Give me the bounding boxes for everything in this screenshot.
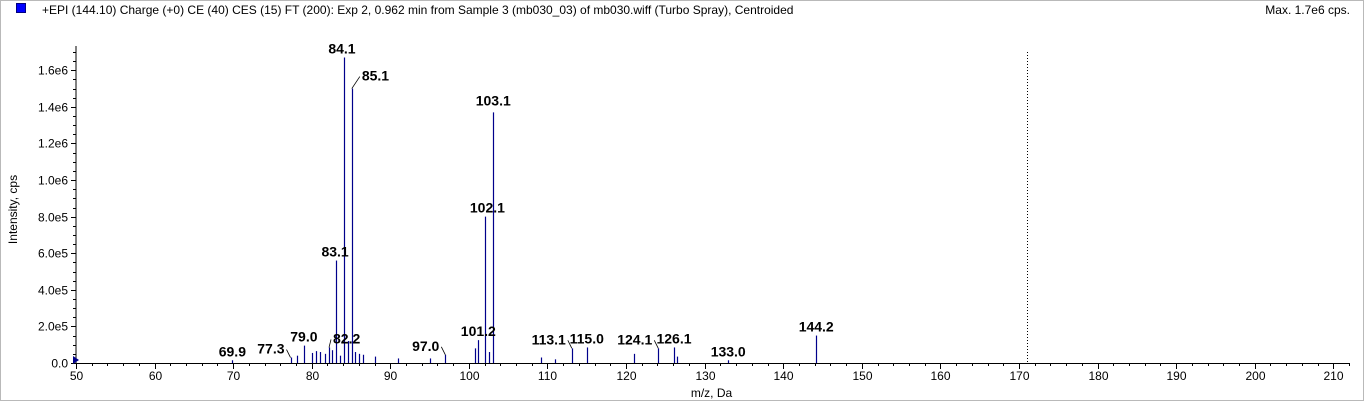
peak-label-leader bbox=[286, 349, 291, 358]
x-tick-label: 130 bbox=[695, 369, 715, 383]
x-tick-label: 210 bbox=[1323, 369, 1343, 383]
peak-label: 113.1 bbox=[532, 331, 566, 347]
x-tick-label: 90 bbox=[384, 369, 398, 383]
y-tick-label: 1.2e6 bbox=[38, 137, 68, 151]
y-axis-title: Intensity, cps bbox=[6, 175, 20, 244]
peak-label: 103.1 bbox=[476, 92, 511, 108]
peak-label: 85.1 bbox=[362, 68, 389, 84]
x-axis: 50 60 70 80 90 100 110 120 130 140 150 160 170 180 190… bbox=[70, 363, 1350, 383]
peak-label: 79.0 bbox=[290, 329, 317, 345]
y-tick-label: 8.0e5 bbox=[38, 211, 68, 225]
peak-label: 126.1 bbox=[656, 330, 691, 346]
x-tick-label: 70 bbox=[227, 369, 241, 383]
peak-label: 84.1 bbox=[328, 40, 355, 56]
peak-labels: 84.1 85.1 103.1 102.1 83.1 144.2 101.2 79.0 82.2… bbox=[219, 40, 834, 359]
peak-label: 69.9 bbox=[219, 343, 246, 359]
x-tick-label: 160 bbox=[930, 369, 950, 383]
x-tick-label: 120 bbox=[616, 369, 636, 383]
x-tick-label: 180 bbox=[1088, 369, 1108, 383]
x-tick-label: 200 bbox=[1245, 369, 1265, 383]
peak-label-leader bbox=[328, 339, 332, 348]
y-tick-label: 1.6e6 bbox=[38, 64, 68, 78]
y-tick-label: 2.0e5 bbox=[38, 320, 68, 334]
peak-label-leader bbox=[567, 340, 573, 349]
y-tick-label: 1.4e6 bbox=[38, 101, 68, 115]
x-tick-label: 60 bbox=[149, 369, 163, 383]
peak-label: 144.2 bbox=[799, 319, 834, 335]
x-tick-label: 80 bbox=[306, 369, 320, 383]
peak-sticks bbox=[231, 57, 818, 363]
y-tick-label: 4.0e5 bbox=[38, 284, 68, 298]
x-tick-label: 50 bbox=[70, 369, 84, 383]
x-tick-label: 190 bbox=[1166, 369, 1186, 383]
spectrum-header: +EPI (144.10) Charge (+0) CE (40) CES (1… bbox=[0, 0, 1364, 22]
axis-origin-marker-icon[interactable] bbox=[73, 356, 79, 364]
x-axis-title: m/z, Da bbox=[691, 386, 733, 400]
y-axis: 0.0 2.0e5 4.0e5 6.0e5 8.0e5 1.0e6 1.2e6 1.4e6 1.… bbox=[38, 46, 77, 371]
y-tick-label: 6.0e5 bbox=[38, 247, 68, 261]
peak-label-leader bbox=[653, 340, 659, 349]
x-tick-label: 100 bbox=[459, 369, 479, 383]
peak-label: 83.1 bbox=[321, 244, 348, 260]
peak-label: 77.3 bbox=[257, 341, 284, 357]
peak-label-leader bbox=[440, 346, 446, 355]
peak-label: 115.0 bbox=[570, 330, 604, 346]
x-tick-label: 170 bbox=[1009, 369, 1029, 383]
x-tick-label: 150 bbox=[852, 369, 872, 383]
peak-label: 124.1 bbox=[617, 331, 652, 347]
peak-label: 82.2 bbox=[333, 330, 360, 346]
peak-label: 102.1 bbox=[470, 200, 505, 216]
max-intensity-label: Max. 1.7e6 cps. bbox=[1265, 3, 1350, 17]
x-tick-label: 110 bbox=[538, 369, 557, 383]
y-tick-label: 0.0 bbox=[51, 357, 68, 371]
peak-label: 101.2 bbox=[461, 323, 496, 339]
spectrum-title: +EPI (144.10) Charge (+0) CE (40) CES (1… bbox=[42, 3, 794, 17]
peak-label: 133.0 bbox=[711, 343, 746, 359]
series-legend-swatch[interactable] bbox=[16, 3, 26, 13]
peak-label: 97.0 bbox=[412, 338, 439, 354]
y-tick-label: 1.0e6 bbox=[38, 174, 68, 188]
x-tick-label: 140 bbox=[773, 369, 793, 383]
peak-label-leader bbox=[351, 76, 361, 89]
